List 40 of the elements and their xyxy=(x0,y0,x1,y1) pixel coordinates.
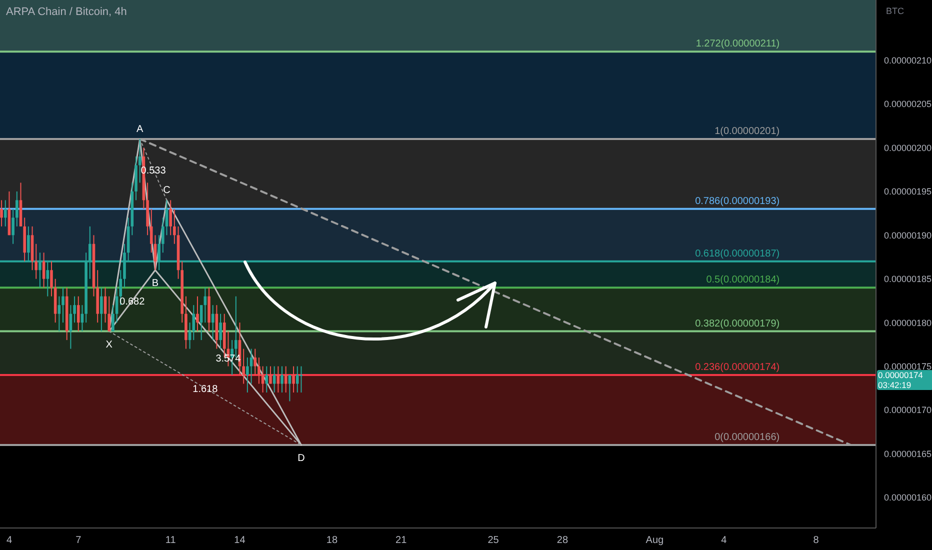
y-tick-label: 0.00000200 xyxy=(884,142,932,153)
annotation: D xyxy=(298,452,305,464)
ref-line-label: 0.5(0.00000184) xyxy=(706,274,780,286)
y-tick-label: 0.00000205 xyxy=(884,99,932,110)
y-tick-label: 0.00000165 xyxy=(884,448,932,459)
y-tick-label: 0.00000180 xyxy=(884,318,932,328)
y-tick-label: 0.00000170 xyxy=(884,405,932,416)
ref-line-label: 0.618(0.00000187) xyxy=(695,248,780,260)
x-tick-label: 14 xyxy=(234,535,246,546)
x-tick-label: 11 xyxy=(165,535,176,546)
y-tick-label: 0.00000160 xyxy=(884,492,932,503)
y-tick-label: 0.00000210 xyxy=(884,56,932,66)
text: ARPA Chain / Bitcoin, 4h xyxy=(6,6,127,18)
x-tick-label: 28 xyxy=(556,535,568,546)
x-tick-label: 7 xyxy=(76,535,82,546)
text: 0.00000174 xyxy=(878,370,924,380)
ref-line-label: 1(0.00000201) xyxy=(714,126,780,137)
ref-line-label: 1.272(0.00000211) xyxy=(696,38,780,50)
y-tick-label: 0.00000190 xyxy=(884,230,932,240)
y-tick-label: 0.00000185 xyxy=(884,274,932,284)
x-tick-label: 21 xyxy=(396,535,408,546)
ref-line-label: 0.236(0.00000174) xyxy=(695,362,780,374)
ref-line-label: 0.382(0.00000179) xyxy=(695,318,780,330)
annotation: C xyxy=(163,185,170,196)
ref-line-label: 0(0.00000166) xyxy=(714,432,780,443)
x-tick-label: 25 xyxy=(488,535,500,546)
annotation: B xyxy=(152,278,159,290)
annotation: A xyxy=(136,124,144,135)
ref-line-label: 0.786(0.00000193) xyxy=(695,196,780,207)
x-tick-label: Aug xyxy=(646,535,664,546)
x-tick-label: 4 xyxy=(721,535,728,546)
annotation: X xyxy=(106,339,113,350)
text: 03:42:19 xyxy=(878,380,912,390)
annotation: 1.618 xyxy=(192,384,218,396)
x-tick-label: 18 xyxy=(326,535,338,546)
x-tick-label: 8 xyxy=(813,535,820,546)
x-tick-label: 4 xyxy=(6,535,12,546)
y-tick-label: 0.00000195 xyxy=(884,186,932,197)
y-axis-title: BTC xyxy=(886,6,904,16)
y-tick-label: 0.00000175 xyxy=(884,361,932,372)
